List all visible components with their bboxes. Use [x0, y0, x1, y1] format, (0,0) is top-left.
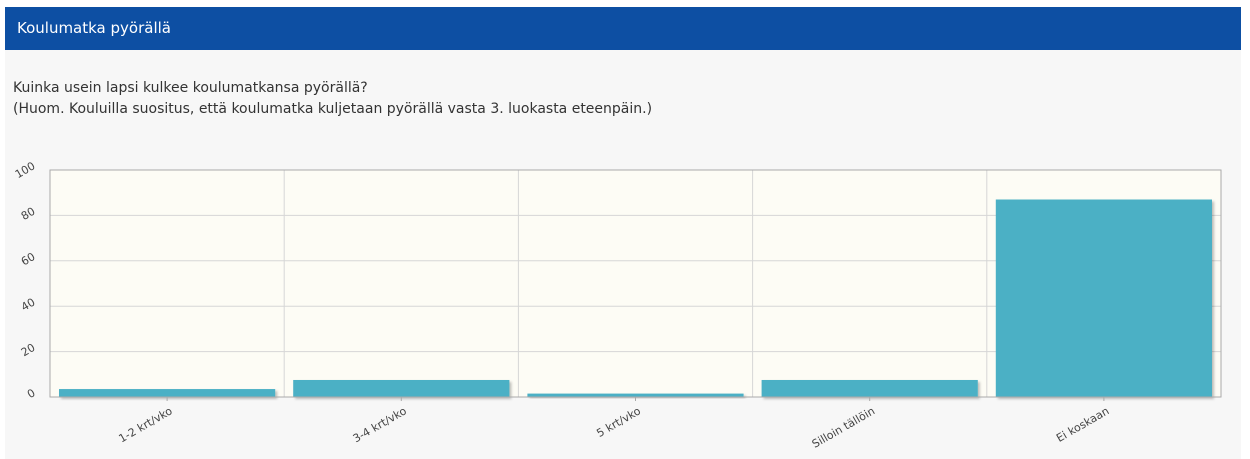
x-tick-label: 5 krt/vko — [594, 404, 643, 440]
y-tick-label: 0 — [25, 386, 38, 401]
panel-title: Koulumatka pyörällä — [5, 7, 1241, 50]
bar — [59, 389, 276, 397]
y-tick-label: 100 — [13, 159, 38, 181]
y-tick-label: 60 — [19, 250, 38, 268]
x-tick-label: Silloin tällöin — [810, 404, 877, 450]
bars — [59, 199, 1212, 397]
x-tick-label: 1-2 krt/vko — [116, 404, 174, 445]
bar — [995, 199, 1212, 397]
bar — [761, 379, 978, 397]
question-line-1: Kuinka usein lapsi kulkee koulumatkansa … — [13, 80, 368, 96]
x-axis-ticks: 1-2 krt/vko 3-4 krt/vko 5 krt/vko Silloin t… — [116, 397, 1111, 451]
question-line-2: (Huom. Kouluilla suositus, että koulumat… — [13, 101, 653, 117]
bar — [293, 379, 510, 397]
y-tick-label: 40 — [19, 296, 38, 314]
y-axis-ticks: 0 20 40 60 80 100 — [13, 159, 38, 401]
x-tick-label: 3-4 krt/vko — [351, 404, 409, 445]
y-tick-label: 80 — [19, 205, 38, 223]
y-tick-label: 20 — [19, 341, 38, 359]
x-tick-label: Ei koskaan — [1054, 404, 1111, 445]
bar — [527, 393, 744, 397]
question-text: Kuinka usein lapsi kulkee koulumatkansa … — [13, 78, 652, 120]
